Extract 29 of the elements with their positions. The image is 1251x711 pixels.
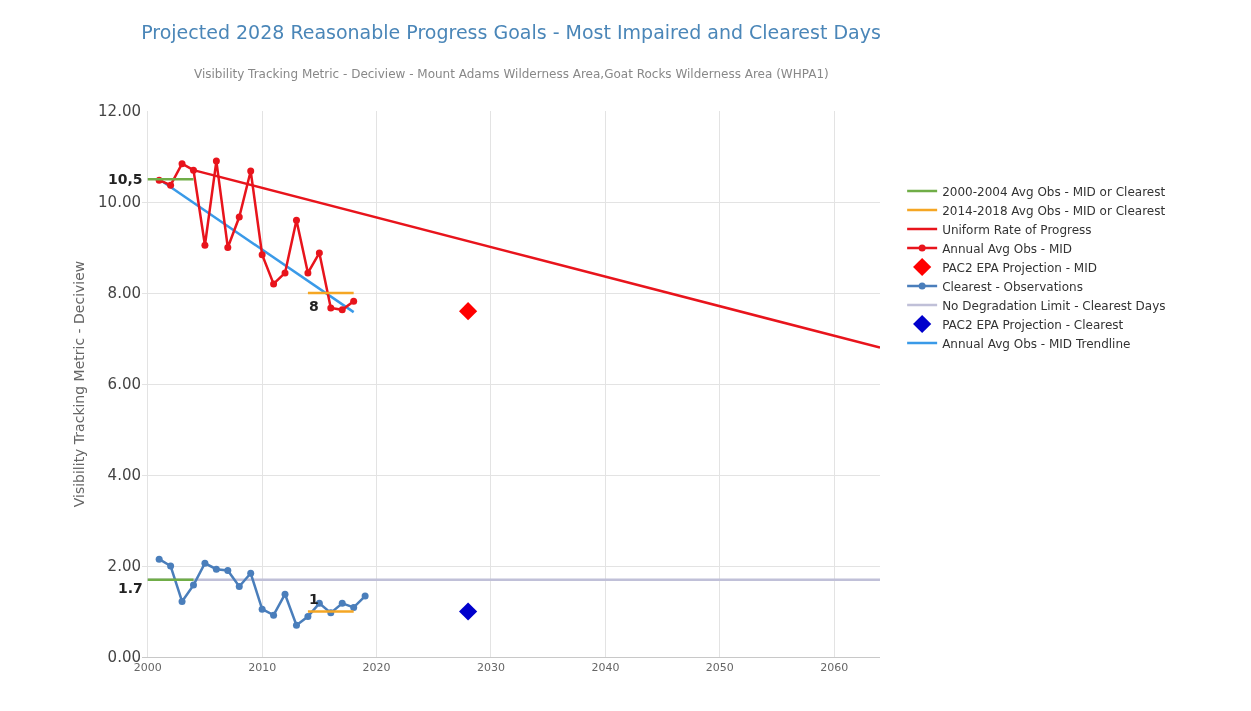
data-label: 10,5 — [108, 171, 143, 187]
x-tick-label: 2000 — [133, 661, 162, 675]
legend-label: Clearest - Observations — [942, 279, 1083, 294]
x-tick-label: 2060 — [820, 661, 849, 675]
y-tick-label: 12.00 — [98, 102, 141, 121]
legend-label: PAC2 EPA Projection - MID — [942, 260, 1097, 275]
legend-label: PAC2 EPA Projection - Clearest — [942, 317, 1124, 332]
y-tick-label: 6.00 — [107, 375, 141, 394]
x-tick-label: 2030 — [476, 661, 505, 675]
x-tick-label: 2010 — [248, 661, 277, 675]
legend-label: 2000-2004 Avg Obs - MID or Clearest — [942, 184, 1166, 199]
y-axis-title: Visibility Tracking Metric - Deciview — [70, 260, 87, 508]
chart-subtitle: Visibility Tracking Metric - Deciview - Mount Adams Wilderness Area,Goat Rocks Wilderness Area (WHPA1) — [194, 67, 829, 81]
y-tick-label: 2.00 — [107, 557, 141, 576]
y-tick-label: 4.00 — [107, 466, 141, 485]
legend-label: No Degradation Limit - Clearest Days — [942, 298, 1166, 313]
data-label: 1 — [309, 591, 319, 607]
data-label: 8 — [309, 298, 319, 314]
x-tick-label: 2040 — [591, 661, 620, 675]
x-tick-label: 2020 — [362, 661, 391, 675]
chart-title: Projected 2028 Reasonable Progress Goals - Most Impaired and Clearest Days — [141, 20, 881, 43]
legend-label: 2014-2018 Avg Obs - MID or Clearest — [942, 203, 1166, 218]
legend-label: Annual Avg Obs - MID — [942, 241, 1073, 256]
legend-label: Annual Avg Obs - MID Trendline — [942, 336, 1131, 351]
x-tick-label: 2050 — [705, 661, 734, 675]
y-tick-label: 10.00 — [98, 193, 141, 212]
data-label: 1.7 — [118, 580, 143, 596]
legend-label: Uniform Rate of Progress — [942, 222, 1092, 237]
y-tick-label: 8.00 — [107, 284, 141, 303]
